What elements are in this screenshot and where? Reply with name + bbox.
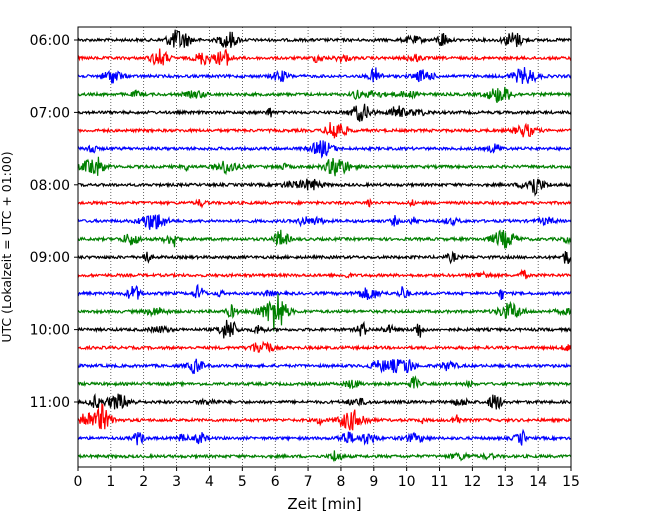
grid-layer [110, 27, 539, 467]
trace-0900 [77, 250, 572, 265]
x-tick-label: 10 [398, 474, 416, 490]
trace-0800 [77, 178, 572, 197]
x-tick-label: 4 [205, 474, 214, 490]
trace-layer [77, 29, 572, 463]
trace-1015 [77, 340, 572, 353]
x-tick-label: 0 [74, 474, 83, 490]
trace-1145 [77, 450, 572, 463]
trace-0700 [77, 103, 572, 122]
x-tick-label: 2 [139, 474, 148, 490]
y-tick-label: 08:00 [30, 178, 70, 194]
x-tick-label: 3 [172, 474, 181, 490]
trace-0630 [77, 67, 572, 84]
y-axis-label: UTC (Lokalzeit = UTC + 01:00) [0, 151, 14, 342]
trace-0745 [77, 156, 572, 177]
trace-0815 [77, 197, 572, 209]
trace-0600 [77, 29, 572, 49]
y-tick-label: 10:00 [30, 323, 70, 339]
x-tick-label: 7 [304, 474, 313, 490]
x-tick-label: 1 [106, 474, 115, 490]
y-tick-label: 09:00 [30, 250, 70, 266]
trace-0930 [77, 283, 572, 300]
trace-0845 [77, 229, 572, 249]
x-tick-label: 15 [562, 474, 580, 490]
y-tick-label: 07:00 [30, 105, 70, 121]
trace-1045 [77, 375, 572, 390]
trace-0915 [77, 268, 572, 280]
x-tick-label: 8 [336, 474, 345, 490]
trace-0615 [77, 48, 572, 66]
y-axis-ticks: 06:00 07:00 08:00 09:00 10:00 11:00 [30, 33, 78, 411]
x-tick-label: 11 [431, 474, 449, 490]
x-axis-label: Zeit [min] [287, 495, 361, 513]
trace-1100 [77, 392, 572, 410]
x-tick-label: 6 [271, 474, 280, 490]
x-axis-ticks: 0 1 2 3 4 5 6 7 8 9 10 11 12 13 14 15 [74, 467, 580, 490]
trace-1115 [77, 403, 572, 431]
x-tick-label: 14 [529, 474, 547, 490]
y-tick-label: 11:00 [30, 395, 70, 411]
x-tick-label: 12 [463, 474, 481, 490]
trace-0830 [77, 214, 572, 230]
trace-1130 [77, 428, 572, 446]
trace-0945 [77, 293, 572, 332]
trace-0715 [77, 122, 572, 139]
trace-0730 [77, 140, 572, 159]
x-tick-label: 9 [369, 474, 378, 490]
x-tick-label: 5 [238, 474, 247, 490]
trace-0645 [77, 86, 572, 104]
x-tick-label: 13 [496, 474, 514, 490]
y-tick-label: 06:00 [30, 33, 70, 49]
plot-frame [77, 26, 572, 468]
trace-1030 [77, 358, 572, 375]
trace-1000 [77, 319, 572, 339]
